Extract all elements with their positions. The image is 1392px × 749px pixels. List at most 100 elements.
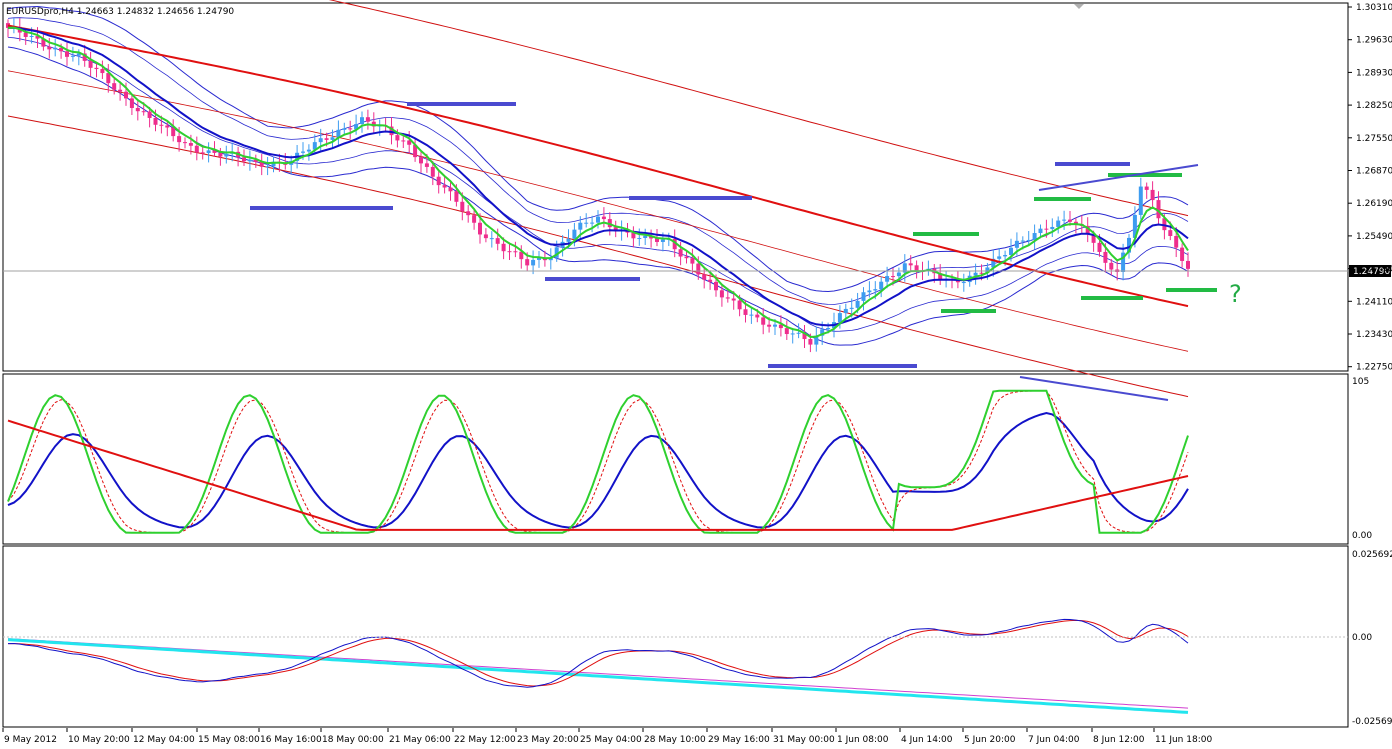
time-tick-label: 23 May 20:00 xyxy=(517,735,579,745)
bull-candle xyxy=(991,258,996,268)
bear-candle xyxy=(525,259,530,266)
stochastic-layer xyxy=(7,376,1189,534)
macd-magenta-line xyxy=(7,638,1189,709)
bull-candle xyxy=(814,335,819,345)
bear-candle xyxy=(242,157,246,162)
bull-candle xyxy=(843,308,848,314)
bear-candle xyxy=(655,238,659,242)
bear-candle xyxy=(430,166,435,177)
bear-candle xyxy=(165,125,170,128)
bear-candle xyxy=(348,128,353,130)
envelope-inner-band xyxy=(7,70,1189,352)
bull-candle xyxy=(961,282,966,284)
macd-cyan-line xyxy=(7,638,1189,714)
bear-candle xyxy=(413,144,418,158)
bull-candle xyxy=(489,238,494,240)
bear-candle xyxy=(1168,230,1173,236)
bear-candle xyxy=(891,276,895,278)
bear-candle xyxy=(684,256,689,259)
stochastic-pane[interactable] xyxy=(2,373,1349,545)
macd-main-line xyxy=(7,618,1189,688)
bear-candle xyxy=(23,32,28,37)
bull-candle xyxy=(53,47,58,50)
bear-candle xyxy=(725,297,730,299)
bear-candle xyxy=(1073,221,1078,225)
bull-candle xyxy=(1127,237,1131,253)
time-tick-label: 31 May 00:00 xyxy=(773,735,835,745)
bear-candle xyxy=(719,290,724,298)
bear-candle xyxy=(1068,219,1072,222)
stochastic-green-line xyxy=(7,389,1189,534)
bear-candle xyxy=(65,51,69,57)
bull-candle xyxy=(837,313,842,323)
bear-candle xyxy=(129,98,134,108)
bull-candle xyxy=(566,238,571,242)
bull-candle xyxy=(773,324,777,327)
time-tick-label: 22 May 12:00 xyxy=(454,735,516,745)
bear-candle xyxy=(141,111,146,113)
bull-candle xyxy=(247,159,252,162)
bull-candle xyxy=(1121,252,1126,272)
bear-candle xyxy=(407,140,412,145)
bear-candle xyxy=(708,279,713,282)
bull-candle xyxy=(301,151,305,153)
bear-candle xyxy=(908,263,913,266)
bear-candle xyxy=(100,69,105,74)
bear-candle xyxy=(82,53,87,61)
bear-candle xyxy=(59,47,64,52)
chart-title: EURUSDpro,H4 1.24663 1.24832 1.24656 1.2… xyxy=(6,7,234,17)
bull-candle xyxy=(336,129,341,138)
bear-candle xyxy=(454,191,459,202)
main-price-pane[interactable] xyxy=(2,2,1349,372)
bull-candle xyxy=(1032,233,1037,240)
chart-shift-marker-icon[interactable] xyxy=(1074,4,1084,9)
bear-candle xyxy=(177,136,182,143)
bear-candle xyxy=(389,126,394,136)
time-tick-label: 21 May 06:00 xyxy=(389,735,451,745)
bear-candle xyxy=(365,117,370,122)
bear-candle xyxy=(401,140,406,142)
price-tick-label: 1.28250 xyxy=(1356,101,1392,111)
bear-candle xyxy=(1097,242,1102,252)
bear-candle xyxy=(1091,234,1096,243)
ema-blue-line xyxy=(7,26,1189,327)
bear-candle xyxy=(478,222,482,235)
current-price-marker xyxy=(1349,265,1391,277)
price-tick-label: 1.30310 xyxy=(1356,3,1392,13)
envelope-upper-band xyxy=(328,0,1189,217)
bear-candle xyxy=(714,281,718,291)
bear-candle xyxy=(159,124,164,126)
bear-candle xyxy=(147,111,152,118)
bull-candle xyxy=(330,137,335,140)
bear-candle xyxy=(1174,235,1179,248)
bear-candle xyxy=(808,339,813,345)
stochastic-axis: 105 0.00 xyxy=(1352,377,1372,541)
bear-candle xyxy=(106,73,111,84)
current-price-label: 1.24790 xyxy=(1353,267,1390,277)
bull-candle xyxy=(826,328,831,330)
bull-candle xyxy=(554,247,559,258)
time-axis: 9 May 2012 10 May 20:00 12 May 04:00 15 May… xyxy=(2,728,1212,745)
bear-candle xyxy=(507,251,512,253)
bull-candle xyxy=(342,128,347,130)
bull-candle xyxy=(902,263,907,273)
bear-candle xyxy=(672,238,677,250)
time-tick-label: 10 May 20:00 xyxy=(68,735,130,745)
time-tick-label: 15 May 08:00 xyxy=(198,735,260,745)
stochastic-tick-label: 0.00 xyxy=(1352,531,1372,541)
bear-candle xyxy=(200,152,205,154)
bear-candle xyxy=(1085,225,1090,235)
bear-candle xyxy=(472,215,477,223)
ema-green-line xyxy=(7,26,1189,339)
bull-candle xyxy=(265,166,270,168)
bull-candle xyxy=(867,290,872,293)
bear-candle xyxy=(35,35,40,39)
bear-candle xyxy=(1044,228,1049,230)
bear-candle xyxy=(601,216,606,220)
bear-candle xyxy=(731,298,736,301)
price-tick-label: 1.25490 xyxy=(1356,232,1392,242)
bull-candle xyxy=(1062,219,1067,221)
bear-candle xyxy=(761,317,766,325)
time-tick-label: 12 May 04:00 xyxy=(133,735,195,745)
